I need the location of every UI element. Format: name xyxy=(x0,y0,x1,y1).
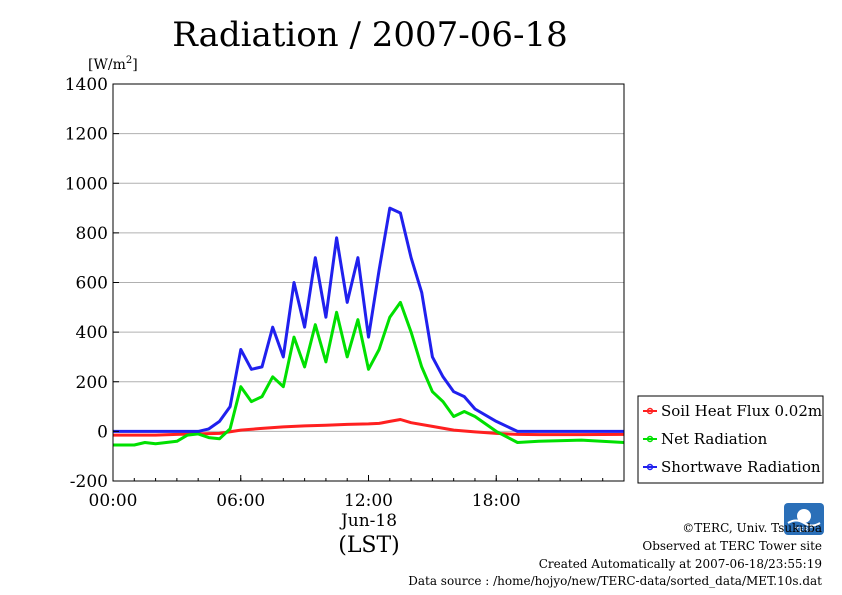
grid-lines xyxy=(113,83,624,482)
footer-copyright: ©TERC, Univ. Tsukuba xyxy=(682,521,822,535)
y-tick-label: 0 xyxy=(97,422,108,442)
x-axis: 00:00 06:00 12:00 18:00 xyxy=(89,475,625,511)
y-tick-label: 200 xyxy=(76,373,108,393)
y-tick-label: 1000 xyxy=(65,174,108,194)
x-tick-label: 12:00 xyxy=(344,491,393,511)
legend-swatch-marker xyxy=(646,463,654,471)
y-axis-unit: [W/m2] xyxy=(88,55,138,73)
y-axis-unit-sup: 2 xyxy=(126,55,132,66)
y-tick-label: -200 xyxy=(70,472,108,492)
legend-label: Net Radiation xyxy=(661,430,768,448)
series-line-2 xyxy=(113,206,624,433)
footer-site: Observed at TERC Tower site xyxy=(642,539,822,553)
legend-label: Soil Heat Flux 0.02m xyxy=(661,402,822,420)
legend-label: Shortwave Radiation xyxy=(661,458,821,476)
chart-title: Radiation / 2007-06-18 xyxy=(172,15,568,55)
series-line-1 xyxy=(113,300,625,447)
legend-swatch-marker xyxy=(646,435,654,443)
x-axis-date: Jun-18 xyxy=(339,511,397,531)
x-axis-timezone: (LST) xyxy=(338,533,400,558)
series-layer xyxy=(113,206,625,447)
x-tick-label: 18:00 xyxy=(472,491,521,511)
y-tick-label: 800 xyxy=(76,224,108,244)
x-tick-label: 00:00 xyxy=(89,491,138,511)
y-tick-label: 400 xyxy=(76,323,108,343)
footer-source: Data source : /home/hojyo/new/TERC-data/… xyxy=(408,574,822,588)
y-axis-unit-close: ] xyxy=(132,57,137,73)
terc-logo-text: TERC xyxy=(794,526,813,534)
terc-logo: TERC xyxy=(784,503,824,535)
legend-swatch-marker xyxy=(646,407,654,415)
terc-logo-globe-icon xyxy=(797,509,811,523)
y-axis-unit-base: [W/m xyxy=(88,57,126,73)
y-tick-label: 1200 xyxy=(65,125,108,145)
terc-logo-wave-icon xyxy=(787,519,821,527)
x-tick-label: 06:00 xyxy=(216,491,265,511)
footer-created: Created Automatically at 2007-06-18/23:5… xyxy=(538,557,822,571)
legend: Soil Heat Flux 0.02m Net Radiation Shortwa… xyxy=(637,395,824,484)
y-tick-label: 600 xyxy=(76,274,108,294)
y-axis: -200 0 200 400 600 800 1000 1200 1400 xyxy=(65,75,119,492)
y-tick-label: 1400 xyxy=(65,75,108,95)
legend-box xyxy=(637,395,824,484)
